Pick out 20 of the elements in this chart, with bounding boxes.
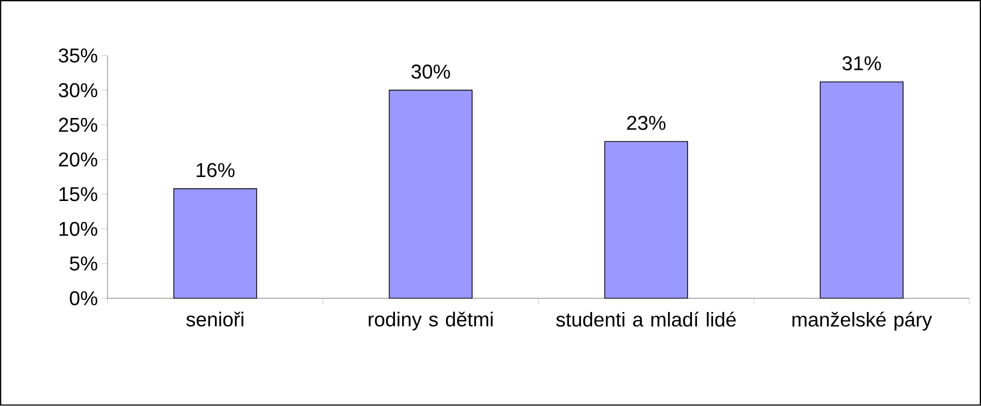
y-tick-label: 20% [58, 152, 98, 167]
y-tick-label: 30% [58, 83, 98, 98]
bar [173, 188, 258, 299]
data-label: 30% [411, 64, 450, 79]
x-tick-label: studenti a mladí lidé [556, 312, 736, 327]
data-label: 31% [842, 56, 881, 71]
bar [820, 82, 904, 299]
data-label: 23% [627, 116, 666, 130]
bar [604, 141, 688, 299]
x-tick-label: manželské páry [792, 312, 932, 331]
y-tick-label: 15% [60, 187, 98, 202]
y-tick-label: 25% [58, 118, 98, 132]
y-tick-label: 10% [60, 222, 98, 236]
y-tick-label: 0% [70, 291, 98, 306]
bar [388, 90, 473, 299]
x-tick-label: rodiny s dětmi [368, 312, 493, 331]
data-label: 16% [196, 163, 234, 178]
y-tick-label: 35% [58, 48, 98, 63]
y-tick-label: 5% [70, 256, 98, 271]
x-tick-label: senioři [186, 312, 244, 327]
